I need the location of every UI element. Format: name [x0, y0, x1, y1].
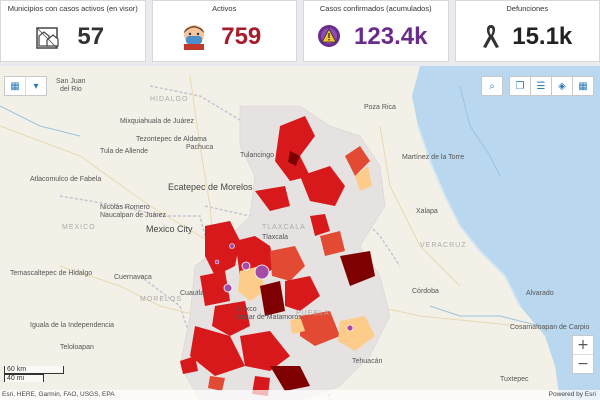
scale-mi: 40 mi: [4, 374, 44, 382]
virus-warning-icon: [318, 25, 340, 47]
map-label: Pachuca: [186, 144, 214, 151]
map-label: Tezontepec de Aldama: [136, 136, 207, 143]
layers-icon[interactable]: ◈: [551, 76, 573, 96]
map-label: MORELOS: [140, 296, 183, 303]
map-label: Tehuacán: [352, 358, 383, 365]
powered-by-link[interactable]: Powered by Esri: [548, 391, 596, 398]
ribbon-icon: [482, 25, 499, 48]
card-value: 123.4k: [354, 23, 428, 50]
card-activos: Activos 759: [151, 0, 297, 62]
scale-bar: 60 km 40 mi: [4, 366, 64, 382]
card-title: Casos confirmados (acumulados): [319, 4, 432, 13]
map-label: Atlacomulco de Fabela: [30, 176, 102, 183]
zoom-out-button[interactable]: −: [577, 356, 589, 372]
map-label: Atlixco: [236, 306, 257, 313]
map-label: Poza Rica: [364, 104, 396, 111]
bookmark-icon[interactable]: ❐: [509, 76, 531, 96]
map-label: Ecatepec de Morelos: [168, 182, 253, 192]
map-label: Tulancingo: [240, 152, 274, 159]
card-value: 57: [77, 23, 105, 50]
map-view[interactable]: San Juan del Rio HIDALGO Poza Rica Mixqu…: [0, 66, 600, 400]
map-label: Córdoba: [412, 288, 439, 295]
map-label: HIDALGO: [150, 96, 189, 103]
card-confirmados: Casos confirmados (acumulados) 123.4k: [303, 0, 449, 62]
attribution-text: Esri, HERE, Garmin, FAO, USGS, EPA: [2, 391, 115, 398]
map-label: Izúcar de Matamoros: [236, 314, 302, 321]
basemap-gallery-icon[interactable]: ▦: [572, 76, 594, 96]
map-label: Naucalpan de Juárez: [100, 212, 167, 219]
map-label: Tuxtepec: [500, 376, 529, 383]
card-value: 15.1k: [512, 23, 573, 50]
map-label: Cuautla: [180, 290, 205, 297]
basemap-selector-icon[interactable]: ▦: [5, 77, 26, 95]
map-toolbar-left: ▦ ▾: [4, 76, 47, 96]
map-label: Mixquiahuala de Juárez: [120, 118, 194, 125]
map-label: VERACRUZ: [420, 242, 467, 249]
chevron-down-icon[interactable]: ▾: [33, 80, 39, 92]
indicator-cards: Municipios con casos activos (en visor) …: [0, 0, 600, 64]
scale-km: 60 km: [4, 366, 64, 374]
legend-icon[interactable]: ☰: [530, 76, 552, 96]
card-title: Activos: [212, 4, 237, 13]
map-label: Nicolás Romero: [100, 204, 150, 211]
map-label: Mexico City: [146, 224, 193, 234]
attribution-bar: Esri, HERE, Garmin, FAO, USGS, EPA Power…: [0, 390, 600, 400]
map-label: PUEBLA: [296, 310, 330, 317]
houses-icon: [36, 27, 59, 49]
card-value: 759: [221, 23, 262, 50]
map-label: Xalapa: [416, 208, 438, 215]
map-label: San Juan: [56, 78, 86, 85]
zoom-in-button[interactable]: +: [573, 336, 593, 355]
map-label: Alvarado: [526, 290, 554, 297]
map-label: del Rio: [60, 86, 82, 93]
map-label: Teloloapan: [60, 344, 94, 351]
map-label: TLAXCALA: [262, 224, 306, 231]
map-label: MEXICO: [62, 224, 96, 231]
map-label: Cuernavaca: [114, 274, 152, 281]
zoom-control: + −: [572, 335, 594, 374]
search-icon[interactable]: ⌕: [481, 76, 503, 96]
map-label: Iguala de la Independencia: [30, 322, 115, 329]
map-label: Martínez de la Torre: [402, 154, 465, 161]
map-label: Tlaxcala: [262, 234, 289, 241]
map-label: Tula de Allende: [100, 148, 148, 155]
basemap: [0, 66, 600, 400]
card-title: Defunciones: [506, 4, 549, 13]
map-label: Temascaltepec de Hidalgo: [10, 270, 93, 277]
card-title: Municipios con casos activos (en visor): [7, 4, 138, 13]
masked-person-icon: [183, 25, 204, 50]
map-label: Cosamaloapan de Carpio: [510, 324, 590, 331]
map-toolbar-right: ⌕ ❐ ☰ ◈ ▦: [481, 76, 594, 96]
card-defunciones: Defunciones 15.1k: [454, 0, 600, 62]
card-municipios: Municipios con casos activos (en visor) …: [0, 0, 146, 62]
